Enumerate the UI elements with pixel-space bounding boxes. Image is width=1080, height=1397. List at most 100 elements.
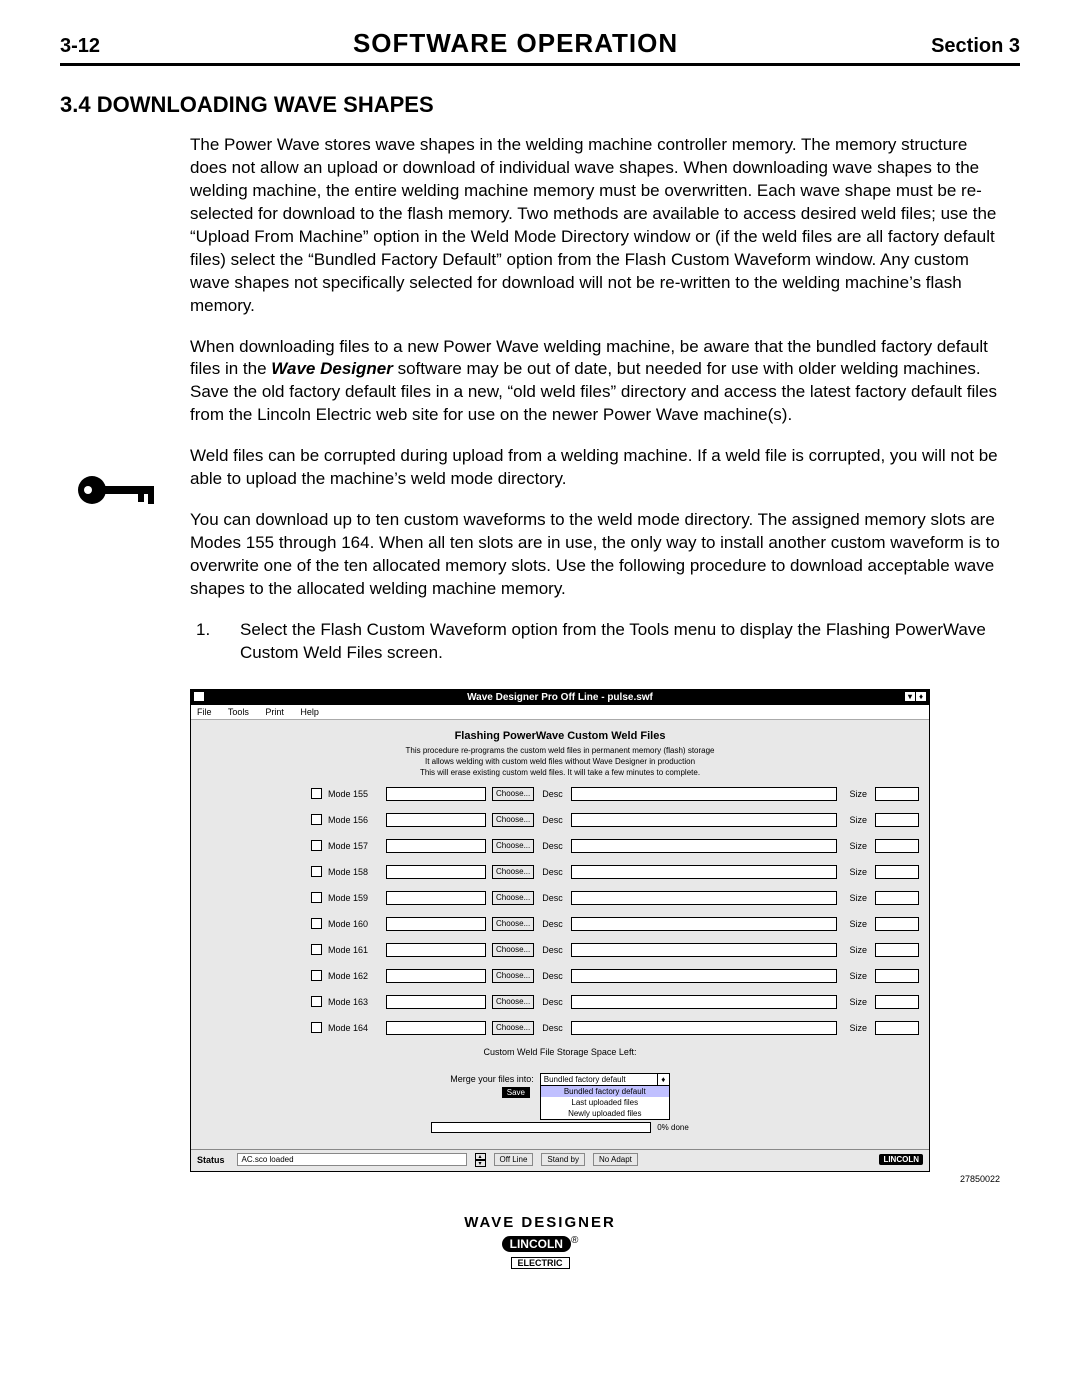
size-field bbox=[875, 839, 919, 853]
size-field bbox=[875, 787, 919, 801]
mode-label: Mode 159 bbox=[328, 893, 380, 903]
size-field bbox=[875, 865, 919, 879]
desc-label: Desc bbox=[542, 971, 563, 981]
file-field[interactable] bbox=[386, 969, 486, 983]
menu-tools[interactable]: Tools bbox=[228, 707, 249, 717]
progress-percent: 0% done bbox=[657, 1123, 689, 1132]
mode-checkbox[interactable] bbox=[311, 814, 322, 825]
note-3: This will erase existing custom weld fil… bbox=[201, 768, 919, 777]
choose-button[interactable]: Choose... bbox=[492, 787, 534, 801]
size-label: Size bbox=[849, 893, 867, 903]
choose-button[interactable]: Choose... bbox=[492, 839, 534, 853]
page-number: 3-12 bbox=[60, 35, 100, 58]
choose-button[interactable]: Choose... bbox=[492, 995, 534, 1009]
offline-button[interactable]: Off Line bbox=[494, 1153, 534, 1166]
desc-field[interactable] bbox=[571, 891, 838, 905]
note-2: It allows welding with custom weld files… bbox=[201, 757, 919, 766]
choose-button[interactable]: Choose... bbox=[492, 943, 534, 957]
section-heading: 3.4 DOWNLOADING WAVE SHAPES bbox=[60, 92, 1020, 118]
menu-print[interactable]: Print bbox=[265, 707, 284, 717]
noadapt-button[interactable]: No Adapt bbox=[593, 1153, 638, 1166]
mode-label: Mode 162 bbox=[328, 971, 380, 981]
desc-field[interactable] bbox=[571, 1021, 838, 1035]
size-label: Size bbox=[849, 1023, 867, 1033]
combo-option[interactable]: Newly uploaded files bbox=[541, 1108, 669, 1119]
desc-field[interactable] bbox=[571, 839, 838, 853]
desc-field[interactable] bbox=[571, 865, 838, 879]
desc-label: Desc bbox=[542, 945, 563, 955]
mode-checkbox[interactable] bbox=[311, 840, 322, 851]
size-label: Size bbox=[849, 919, 867, 929]
desc-label: Desc bbox=[542, 789, 563, 799]
size-field bbox=[875, 891, 919, 905]
note-1: This procedure re-programs the custom we… bbox=[201, 746, 919, 755]
mode-checkbox[interactable] bbox=[311, 892, 322, 903]
desc-field[interactable] bbox=[571, 969, 838, 983]
mode-checkbox[interactable] bbox=[311, 944, 322, 955]
mode-row: Mode 157Choose...DescSize bbox=[201, 839, 919, 853]
menu-help[interactable]: Help bbox=[300, 707, 319, 717]
choose-button[interactable]: Choose... bbox=[492, 1021, 534, 1035]
spinner-icon[interactable]: ▴▾ bbox=[475, 1153, 486, 1167]
standby-button[interactable]: Stand by bbox=[541, 1153, 585, 1166]
mode-checkbox[interactable] bbox=[311, 1022, 322, 1033]
desc-label: Desc bbox=[542, 893, 563, 903]
desc-field[interactable] bbox=[571, 917, 838, 931]
choose-button[interactable]: Choose... bbox=[492, 917, 534, 931]
mode-checkbox[interactable] bbox=[311, 970, 322, 981]
desc-field[interactable] bbox=[571, 787, 838, 801]
desc-field[interactable] bbox=[571, 943, 838, 957]
paragraph-3: Weld files can be corrupted during uploa… bbox=[190, 445, 1000, 491]
system-menu-icon[interactable] bbox=[193, 691, 205, 702]
file-field[interactable] bbox=[386, 995, 486, 1009]
save-button[interactable]: Save bbox=[502, 1087, 530, 1098]
file-field[interactable] bbox=[386, 787, 486, 801]
file-field[interactable] bbox=[386, 839, 486, 853]
choose-button[interactable]: Choose... bbox=[492, 865, 534, 879]
mode-label: Mode 156 bbox=[328, 815, 380, 825]
ordered-list: 1.Select the Flash Custom Waveform optio… bbox=[218, 619, 1000, 665]
size-field bbox=[875, 943, 919, 957]
mode-row: Mode 160Choose...DescSize bbox=[201, 917, 919, 931]
desc-field[interactable] bbox=[571, 995, 838, 1009]
desc-label: Desc bbox=[542, 867, 563, 877]
storage-label: Custom Weld File Storage Space Left: bbox=[201, 1047, 919, 1057]
choose-button[interactable]: Choose... bbox=[492, 813, 534, 827]
mode-label: Mode 155 bbox=[328, 789, 380, 799]
mode-checkbox[interactable] bbox=[311, 918, 322, 929]
status-message: AC.sco loaded bbox=[237, 1153, 467, 1166]
mode-row: Mode 156Choose...DescSize bbox=[201, 813, 919, 827]
size-field bbox=[875, 969, 919, 983]
mode-row: Mode 155 Choose... Desc Size bbox=[201, 787, 919, 801]
size-label: Size bbox=[849, 971, 867, 981]
file-field[interactable] bbox=[386, 1021, 486, 1035]
desc-label: Desc bbox=[542, 919, 563, 929]
file-field[interactable] bbox=[386, 813, 486, 827]
paragraph-4: You can download up to ten custom wavefo… bbox=[190, 509, 1000, 601]
combo-option[interactable]: Bundled factory default bbox=[541, 1086, 669, 1097]
file-field[interactable] bbox=[386, 943, 486, 957]
mode-checkbox[interactable] bbox=[311, 996, 322, 1007]
merge-label: Merge your files into: bbox=[450, 1074, 534, 1084]
mode-label: Mode 157 bbox=[328, 841, 380, 851]
chevron-down-icon[interactable]: ♦ bbox=[657, 1074, 669, 1085]
file-field[interactable] bbox=[386, 917, 486, 931]
desc-field[interactable] bbox=[571, 813, 838, 827]
menu-file[interactable]: File bbox=[197, 707, 212, 717]
page-footer: WAVE DESIGNER LINCOLN® ELECTRIC bbox=[60, 1214, 1020, 1271]
file-field[interactable] bbox=[386, 891, 486, 905]
combo-option[interactable]: Last uploaded files bbox=[541, 1097, 669, 1108]
figure-number: 27850022 bbox=[60, 1174, 1000, 1184]
merge-combobox[interactable]: Bundled factory default ♦ bbox=[540, 1073, 670, 1086]
size-label: Size bbox=[849, 789, 867, 799]
choose-button[interactable]: Choose... bbox=[492, 969, 534, 983]
page-header: 3-12 SOFTWARE OPERATION Section 3 bbox=[60, 28, 1020, 66]
choose-button[interactable]: Choose... bbox=[492, 891, 534, 905]
mode-checkbox[interactable] bbox=[311, 866, 322, 877]
mode-row: Mode 159 Choose... Desc Size bbox=[201, 891, 919, 905]
size-field bbox=[875, 995, 919, 1009]
mode-checkbox[interactable] bbox=[311, 788, 322, 799]
maximize-icon[interactable]: ♦ bbox=[915, 691, 927, 702]
file-field[interactable] bbox=[386, 865, 486, 879]
mode-row: Mode 158Choose...DescSize bbox=[201, 865, 919, 879]
